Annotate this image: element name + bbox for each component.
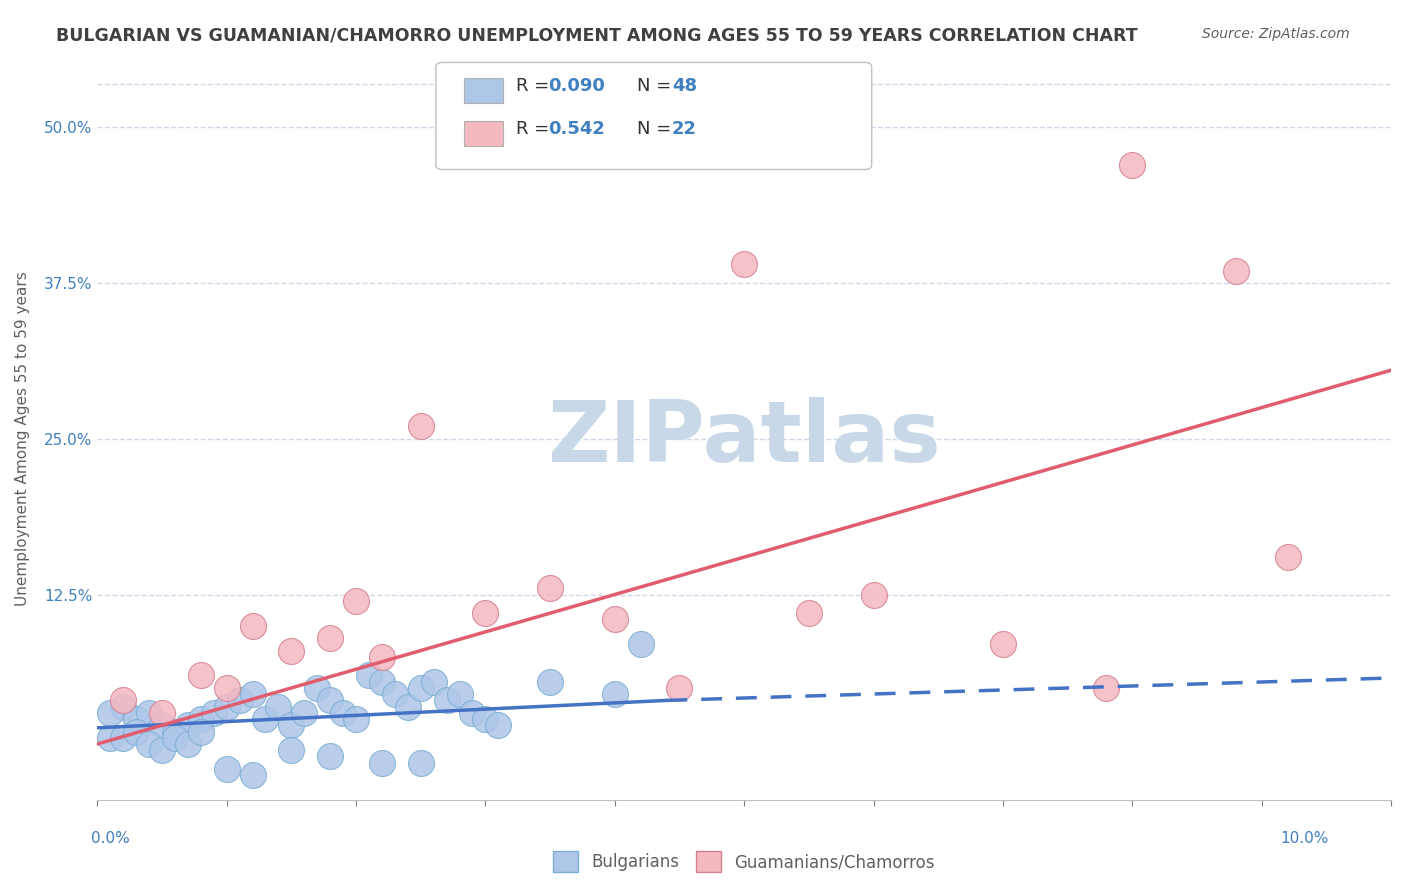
Point	[280, 718, 302, 732]
Point	[138, 737, 160, 751]
Point	[371, 674, 394, 689]
Point	[1277, 550, 1299, 565]
Point	[215, 681, 238, 695]
Point	[112, 699, 135, 714]
Point	[280, 643, 302, 657]
Point	[98, 706, 121, 720]
Text: 10.0%: 10.0%	[1281, 831, 1329, 846]
Text: R =: R =	[516, 120, 555, 137]
Point	[538, 674, 561, 689]
Point	[319, 693, 342, 707]
Point	[307, 681, 329, 695]
Point	[1095, 681, 1118, 695]
Point	[630, 637, 652, 651]
Point	[319, 749, 342, 764]
Point	[409, 756, 432, 770]
Point	[254, 712, 277, 726]
Point	[409, 419, 432, 434]
Text: ZIPatlas: ZIPatlas	[547, 397, 941, 480]
Point	[292, 706, 315, 720]
Point	[603, 687, 626, 701]
Point	[242, 768, 264, 782]
Point	[396, 699, 419, 714]
Point	[190, 712, 212, 726]
Text: 0.090: 0.090	[548, 77, 605, 95]
Point	[267, 699, 290, 714]
Text: N =: N =	[637, 77, 676, 95]
Point	[422, 674, 444, 689]
Point	[112, 693, 135, 707]
Point	[344, 712, 367, 726]
Point	[215, 699, 238, 714]
Point	[242, 687, 264, 701]
Point	[190, 724, 212, 739]
Point	[228, 693, 250, 707]
Point	[150, 706, 173, 720]
Point	[125, 724, 148, 739]
Point	[409, 681, 432, 695]
Point	[280, 743, 302, 757]
Point	[797, 606, 820, 620]
Legend: Bulgarians, Guamanians/Chamorros: Bulgarians, Guamanians/Chamorros	[547, 845, 942, 879]
Point	[357, 668, 380, 682]
Point	[436, 693, 458, 707]
Point	[163, 731, 186, 745]
Text: BULGARIAN VS GUAMANIAN/CHAMORRO UNEMPLOYMENT AMONG AGES 55 TO 59 YEARS CORRELATI: BULGARIAN VS GUAMANIAN/CHAMORRO UNEMPLOY…	[56, 27, 1137, 45]
Point	[163, 724, 186, 739]
Point	[733, 257, 755, 271]
Point	[150, 718, 173, 732]
Point	[177, 737, 200, 751]
Point	[371, 649, 394, 664]
Text: 22: 22	[672, 120, 697, 137]
Point	[215, 762, 238, 776]
Point	[603, 612, 626, 626]
Point	[150, 743, 173, 757]
Point	[319, 631, 342, 645]
Point	[98, 731, 121, 745]
Point	[538, 582, 561, 596]
Point	[371, 756, 394, 770]
Point	[125, 712, 148, 726]
Point	[242, 618, 264, 632]
Point	[202, 706, 225, 720]
Point	[190, 668, 212, 682]
Y-axis label: Unemployment Among Ages 55 to 59 years: Unemployment Among Ages 55 to 59 years	[15, 271, 30, 607]
Point	[668, 681, 690, 695]
Text: R =: R =	[516, 77, 555, 95]
Text: 48: 48	[672, 77, 697, 95]
Point	[461, 706, 484, 720]
Point	[344, 593, 367, 607]
Text: 0.542: 0.542	[548, 120, 605, 137]
Point	[138, 706, 160, 720]
Point	[1225, 263, 1247, 277]
Point	[862, 587, 884, 601]
Point	[1121, 158, 1143, 172]
Point	[474, 712, 496, 726]
Point	[177, 718, 200, 732]
Point	[449, 687, 471, 701]
Point	[991, 637, 1014, 651]
Point	[486, 718, 509, 732]
Text: 0.0%: 0.0%	[91, 831, 131, 846]
Point	[474, 606, 496, 620]
Point	[112, 731, 135, 745]
Text: Source: ZipAtlas.com: Source: ZipAtlas.com	[1202, 27, 1350, 41]
Text: N =: N =	[637, 120, 676, 137]
Point	[384, 687, 406, 701]
Point	[332, 706, 354, 720]
